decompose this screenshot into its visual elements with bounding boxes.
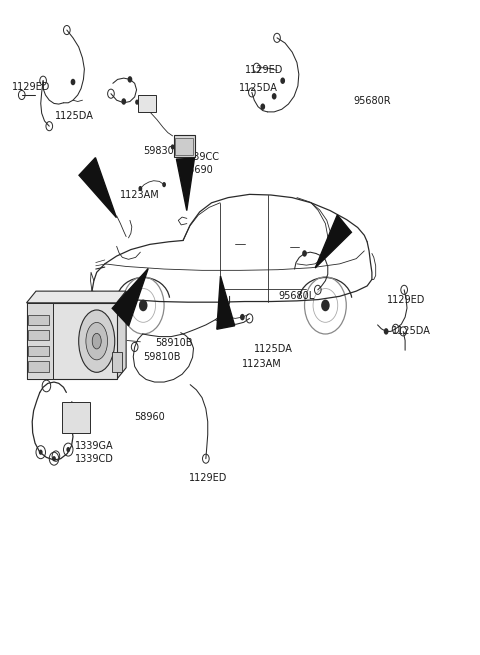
Text: 1125DA: 1125DA bbox=[254, 344, 293, 354]
Text: 1125DA: 1125DA bbox=[55, 111, 94, 121]
Bar bbox=[28, 330, 49, 341]
Ellipse shape bbox=[92, 333, 101, 349]
Bar bbox=[112, 352, 122, 371]
Polygon shape bbox=[117, 291, 126, 379]
Polygon shape bbox=[26, 291, 126, 303]
Text: 1129ED: 1129ED bbox=[12, 83, 51, 92]
Text: 95690: 95690 bbox=[182, 165, 213, 176]
Circle shape bbox=[321, 299, 330, 311]
Bar bbox=[28, 346, 49, 356]
Circle shape bbox=[139, 299, 147, 311]
Text: 1125DA: 1125DA bbox=[239, 83, 277, 93]
Circle shape bbox=[39, 449, 43, 455]
Bar bbox=[176, 138, 193, 155]
Bar bbox=[26, 303, 117, 379]
Circle shape bbox=[32, 348, 36, 354]
Text: 1129ED: 1129ED bbox=[245, 66, 283, 75]
Bar bbox=[28, 314, 49, 325]
Text: 1129ED: 1129ED bbox=[189, 473, 227, 483]
Circle shape bbox=[32, 333, 36, 338]
Polygon shape bbox=[217, 276, 235, 329]
Ellipse shape bbox=[79, 310, 115, 372]
Text: 1123AM: 1123AM bbox=[120, 190, 160, 200]
Bar bbox=[28, 362, 49, 371]
Text: 1123AM: 1123AM bbox=[242, 359, 282, 369]
Text: 1339GA: 1339GA bbox=[75, 441, 113, 451]
Polygon shape bbox=[79, 158, 117, 217]
Circle shape bbox=[135, 100, 139, 105]
Text: 1339CC: 1339CC bbox=[182, 153, 220, 162]
Circle shape bbox=[302, 250, 307, 257]
Text: 1129ED: 1129ED bbox=[387, 295, 425, 305]
Circle shape bbox=[162, 182, 166, 187]
Text: 59830B: 59830B bbox=[143, 146, 180, 156]
Circle shape bbox=[32, 317, 36, 322]
Circle shape bbox=[261, 103, 265, 110]
Circle shape bbox=[384, 328, 388, 335]
Text: 1339CD: 1339CD bbox=[75, 455, 114, 464]
Circle shape bbox=[138, 186, 142, 191]
Circle shape bbox=[128, 76, 132, 83]
Circle shape bbox=[32, 364, 36, 369]
Ellipse shape bbox=[86, 322, 108, 360]
Text: 95680R: 95680R bbox=[354, 96, 392, 107]
Text: 1125DA: 1125DA bbox=[392, 326, 431, 336]
Bar bbox=[26, 303, 53, 379]
Polygon shape bbox=[315, 215, 351, 268]
Circle shape bbox=[280, 77, 285, 84]
Bar bbox=[138, 95, 156, 112]
Text: 95680L: 95680L bbox=[278, 291, 314, 301]
Circle shape bbox=[171, 144, 175, 149]
Circle shape bbox=[272, 93, 276, 100]
Circle shape bbox=[52, 456, 56, 461]
Circle shape bbox=[66, 447, 70, 452]
Circle shape bbox=[121, 98, 126, 105]
Circle shape bbox=[240, 314, 245, 320]
Text: 58960: 58960 bbox=[135, 412, 166, 422]
Polygon shape bbox=[112, 269, 148, 326]
Circle shape bbox=[71, 79, 75, 85]
Bar bbox=[174, 136, 195, 157]
Bar bbox=[62, 402, 90, 433]
Text: 59810B: 59810B bbox=[143, 352, 180, 362]
Text: 58910B: 58910B bbox=[156, 338, 193, 348]
Polygon shape bbox=[177, 159, 194, 210]
